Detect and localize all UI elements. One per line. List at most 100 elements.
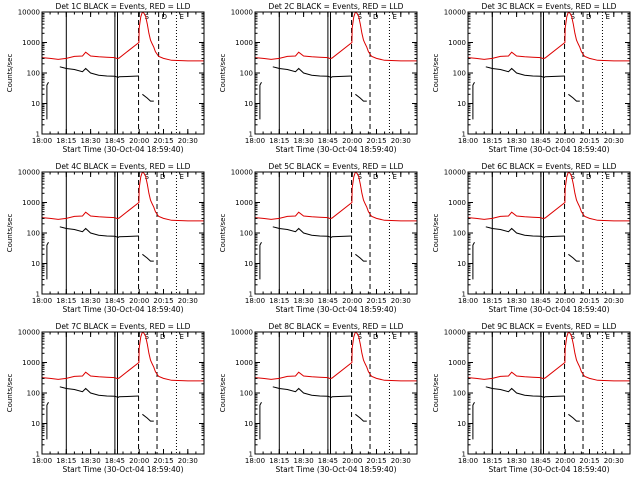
x-tick-label: 18:45 — [318, 457, 338, 465]
x-tick-label: 18:45 — [105, 457, 125, 465]
y-tick-label: 100 — [240, 230, 253, 238]
y-tick-label: 1000 — [22, 39, 40, 47]
x-tick-label: 18:45 — [318, 137, 338, 145]
x-tick-label: 20:00 — [342, 457, 362, 465]
events-series-line — [272, 226, 352, 238]
x-tick-label: 20:15 — [366, 297, 386, 305]
marker-letter: E — [392, 333, 396, 341]
y-tick-label: 10 — [457, 100, 466, 108]
events-series-line — [46, 241, 49, 280]
x-tick-label: 20:15 — [366, 457, 386, 465]
x-tick-label: 18:45 — [531, 457, 551, 465]
y-tick-label: 10000 — [231, 169, 253, 177]
x-tick-label: 20:30 — [391, 297, 411, 305]
y-tick-label: 1000 — [235, 39, 253, 47]
x-tick-label: 18:15 — [269, 137, 289, 145]
x-tick-label: 18:30 — [507, 297, 527, 305]
x-tick-label: 18:00 — [32, 297, 52, 305]
marker-letter: D — [160, 173, 165, 181]
y-tick-label: 1 — [462, 291, 466, 299]
y-axis-label: Counts/sec — [219, 374, 227, 413]
events-series-line — [355, 253, 367, 262]
y-tick-label: 100 — [27, 70, 40, 78]
x-tick-label: 18:00 — [245, 297, 265, 305]
x-tick-label: 18:00 — [32, 137, 52, 145]
panel-title: Det 1C BLACK = Events, RED = LLD — [56, 2, 191, 11]
marker-letter: E — [179, 13, 183, 21]
x-tick-label: 18:30 — [294, 137, 314, 145]
x-tick-label: 20:30 — [178, 457, 198, 465]
events-series-line — [259, 401, 262, 440]
panel-det-1: Det 1C BLACK = Events, RED = LLD S D E 1 10 10… — [6, 2, 205, 154]
x-tick-label: 18:00 — [458, 137, 478, 145]
x-tick-label: 18:15 — [56, 457, 76, 465]
y-tick-label: 100 — [240, 70, 253, 78]
x-tick-label: 20:00 — [342, 297, 362, 305]
lld-series-line — [42, 332, 204, 382]
events-series-line — [142, 253, 154, 262]
events-series-line — [59, 66, 139, 78]
y-tick-label: 1 — [249, 131, 253, 139]
lld-series-line — [42, 12, 204, 62]
x-tick-label: 18:45 — [531, 137, 551, 145]
events-series-line — [485, 386, 565, 398]
x-tick-label: 18:15 — [482, 457, 502, 465]
marker-letter: E — [392, 13, 396, 21]
x-tick-label: 20:00 — [129, 457, 149, 465]
events-series-line — [472, 241, 475, 280]
panel-det-5: Det 5C BLACK = Events, RED = LLD S D E 1 10 10… — [219, 162, 418, 314]
marker-letter: S — [145, 13, 150, 21]
x-tick-label: 18:00 — [458, 457, 478, 465]
lld-series-line — [255, 12, 417, 62]
y-axis-label: Counts/sec — [6, 374, 14, 413]
panel-det-7: Det 7C BLACK = Events, RED = LLD S D E 1 10 10… — [6, 322, 205, 474]
x-axis-label: Start Time (30-Oct-04 18:59:40) — [62, 145, 183, 154]
y-tick-label: 10000 — [231, 9, 253, 17]
events-series-line — [355, 93, 367, 102]
x-tick-label: 20:00 — [555, 457, 575, 465]
x-tick-label: 20:30 — [391, 137, 411, 145]
events-series-line — [568, 253, 580, 262]
marker-letter: E — [179, 173, 183, 181]
events-series-line — [142, 413, 154, 422]
panel-title: Det 4C BLACK = Events, RED = LLD — [56, 162, 191, 171]
lld-series-line — [468, 12, 630, 62]
marker-letter: S — [358, 13, 363, 21]
panel-det-2: Det 2C BLACK = Events, RED = LLD S D E 1 10 10… — [219, 2, 418, 154]
marker-letter: E — [392, 173, 396, 181]
x-tick-label: 20:30 — [604, 137, 624, 145]
x-tick-label: 20:30 — [178, 297, 198, 305]
panel-title: Det 9C BLACK = Events, RED = LLD — [482, 322, 617, 331]
y-tick-label: 100 — [240, 390, 253, 398]
y-tick-label: 10 — [31, 260, 40, 268]
y-tick-label: 1000 — [22, 359, 40, 367]
panel-det-6: Det 6C BLACK = Events, RED = LLD S D E 1 10 10… — [432, 162, 631, 314]
lld-series-line — [468, 172, 630, 222]
x-tick-label: 20:15 — [579, 137, 599, 145]
marker-letter: S — [145, 173, 150, 181]
data-series — [255, 332, 417, 440]
marker-letter: E — [605, 13, 609, 21]
x-tick-label: 18:30 — [81, 297, 101, 305]
data-series — [468, 332, 630, 440]
x-tick-label: 18:30 — [294, 297, 314, 305]
y-tick-label: 10 — [457, 260, 466, 268]
events-series-line — [485, 66, 565, 78]
marker-letter: S — [358, 333, 363, 341]
y-tick-label: 10 — [244, 100, 253, 108]
x-axis-label: Start Time (30-Oct-04 18:59:40) — [488, 465, 609, 474]
panel-det-3: Det 3C BLACK = Events, RED = LLD S D E 1 10 10… — [432, 2, 631, 154]
y-tick-label: 1000 — [448, 359, 466, 367]
events-series-line — [472, 81, 475, 120]
panel-det-8: Det 8C BLACK = Events, RED = LLD S D E 1 10 10… — [219, 322, 418, 474]
x-axis-label: Start Time (30-Oct-04 18:59:40) — [62, 305, 183, 314]
y-axis-label: Counts/sec — [6, 214, 14, 253]
x-tick-label: 20:00 — [129, 297, 149, 305]
x-tick-label: 18:00 — [245, 137, 265, 145]
x-tick-label: 18:30 — [81, 457, 101, 465]
x-tick-label: 20:30 — [604, 457, 624, 465]
x-tick-label: 18:45 — [318, 297, 338, 305]
y-tick-label: 1 — [462, 131, 466, 139]
y-tick-label: 1 — [462, 451, 466, 459]
x-tick-label: 18:00 — [245, 457, 265, 465]
